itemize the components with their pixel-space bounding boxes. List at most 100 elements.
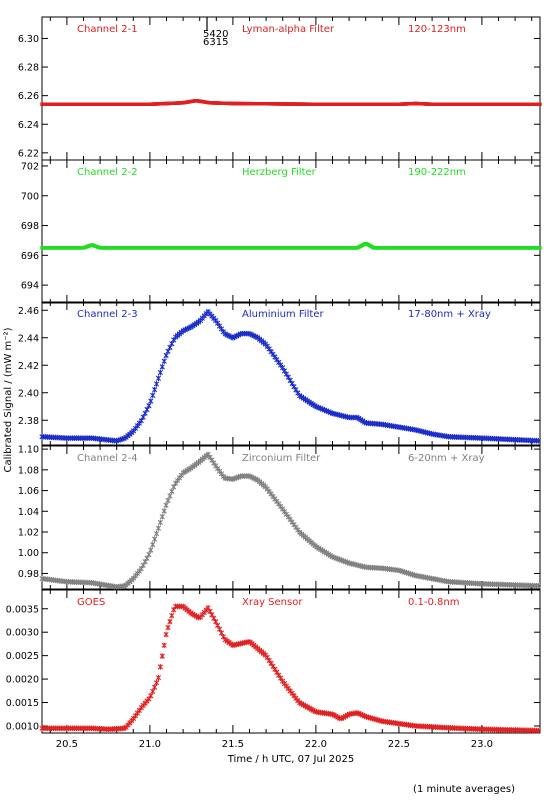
panel-frame <box>41 159 541 304</box>
data-point <box>167 493 173 499</box>
panel-band-label: 6-20nm + Xray <box>408 453 485 464</box>
x-tick-label: 21.5 <box>222 739 244 750</box>
data-point <box>161 508 167 514</box>
series-points <box>40 99 542 106</box>
data-point <box>157 369 163 376</box>
footnote: (1 minute averages) <box>413 784 515 795</box>
y-tick-label: 700 <box>21 191 39 202</box>
y-tick-label: 0.0015 <box>6 698 39 709</box>
data-point <box>152 386 158 393</box>
data-point <box>161 358 167 364</box>
top-marker: 5420 6315 <box>203 17 228 48</box>
data-point <box>169 488 175 495</box>
data-point <box>146 402 152 409</box>
x-tick-label: 21.0 <box>139 739 161 750</box>
panel-filter-label: Aluminium Filter <box>242 309 325 320</box>
y-tick-label: 0.0035 <box>6 604 39 615</box>
data-point <box>148 398 154 404</box>
data-point <box>163 502 169 509</box>
series-points <box>40 241 542 250</box>
data-point <box>165 624 171 631</box>
data-point <box>153 680 160 686</box>
y-tick-label: 702 <box>21 161 39 172</box>
series-points <box>39 308 541 444</box>
y-tick-label: 2.46 <box>18 306 39 317</box>
data-point <box>159 364 165 370</box>
y-tick-label: 0.0010 <box>6 721 39 732</box>
data-point <box>146 551 152 558</box>
panel-channel-label: GOES <box>77 597 105 608</box>
panel-filter-label: Xray Sensor <box>242 597 303 608</box>
data-point <box>155 525 162 531</box>
data-point <box>150 541 156 548</box>
series-points <box>39 451 541 590</box>
data-point <box>538 246 542 250</box>
x-tick-label: 20.5 <box>56 739 78 750</box>
panel-frame <box>41 16 541 161</box>
panel-2: 694 696 698 700 702 Channel 2-2 Herzberg Filte… <box>21 159 542 304</box>
y-tick-label: 6.26 <box>18 91 39 102</box>
y-tick-label: 0.0030 <box>6 628 39 639</box>
data-point <box>169 612 175 619</box>
data-point <box>157 664 163 670</box>
panel-frame <box>41 445 541 590</box>
panel-channel-label: Channel 2-3 <box>77 309 138 320</box>
y-tick-label: 2.42 <box>18 361 39 372</box>
top-marker-label-1: 5420 <box>203 29 228 40</box>
data-point <box>157 519 163 526</box>
panel-filter-label: Herzberg Filter <box>242 167 317 178</box>
data-point <box>159 513 165 520</box>
y-tick-label: 0.98 <box>18 569 39 580</box>
data-point <box>148 547 154 553</box>
panel-channel-label: Channel 2-2 <box>77 167 138 178</box>
x-tick-label: 22.5 <box>388 739 410 750</box>
y-tick-label: 2.38 <box>18 416 39 427</box>
data-point <box>535 583 541 589</box>
y-tick-label: 1.04 <box>18 507 39 518</box>
y-axis-label: Calibrated Signal / (mW m⁻²) <box>3 327 14 472</box>
panel-band-label: 0.1-0.8nm <box>408 597 460 608</box>
data-point <box>155 674 162 681</box>
panel-channel-label: Channel 2-1 <box>77 24 138 35</box>
panel-1: 6.22 6.24 6.26 6.28 6.30 Channel 2-1 Lyman-alp… <box>18 16 542 161</box>
panel-filter-label: Lyman-alpha Filter <box>242 24 335 35</box>
y-tick-label: 6.24 <box>18 120 39 131</box>
data-point <box>152 536 158 542</box>
x-tick-label: 22.0 <box>305 739 327 750</box>
y-tick-label: 696 <box>21 251 39 262</box>
y-tick-label: 698 <box>21 221 39 232</box>
x-axis-label: Time / h UTC, 07 Jul 2025 <box>227 754 355 765</box>
series-points <box>39 603 541 734</box>
panel-4: 0.98 1.00 1.02 1.04 1.06 1.08 1.10 Channel 2-4 Z… <box>18 445 541 590</box>
x-tick-label: 23.0 <box>471 739 493 750</box>
y-tick-label: 1.00 <box>18 548 39 559</box>
y-tick-label: 6.30 <box>18 34 39 45</box>
data-point <box>153 530 160 537</box>
data-point <box>538 102 542 106</box>
panel-channel-label: Channel 2-4 <box>77 453 138 464</box>
y-tick-label: 1.06 <box>18 486 39 497</box>
data-point <box>163 631 169 638</box>
y-tick-label: 1.10 <box>18 445 39 456</box>
data-point <box>150 392 156 399</box>
top-marker-label-2: 6315 <box>203 37 228 48</box>
panel-frame <box>41 589 541 734</box>
data-point <box>535 437 541 444</box>
y-tick-label: 1.08 <box>18 465 39 476</box>
y-tick-label: 694 <box>21 281 39 292</box>
panel-3: 2.38 2.40 2.42 2.44 2.46 Channel 2-3 Aluminium… <box>18 301 541 446</box>
y-tick-label: 1.02 <box>18 528 39 539</box>
panel-band-label: 120-123nm <box>408 24 466 35</box>
data-point <box>535 727 541 734</box>
data-point <box>167 618 173 625</box>
y-tick-label: 6.28 <box>18 63 39 74</box>
y-tick-label: 2.40 <box>18 388 39 399</box>
panel-band-label: 17-80nm + Xray <box>408 309 491 320</box>
data-point <box>159 653 165 659</box>
y-tick-label: 2.44 <box>18 333 39 344</box>
panels: 6.22 6.24 6.26 6.28 6.30 Channel 2-1 Lyman-alp… <box>6 16 542 750</box>
data-point <box>161 642 167 649</box>
data-point <box>155 375 162 382</box>
